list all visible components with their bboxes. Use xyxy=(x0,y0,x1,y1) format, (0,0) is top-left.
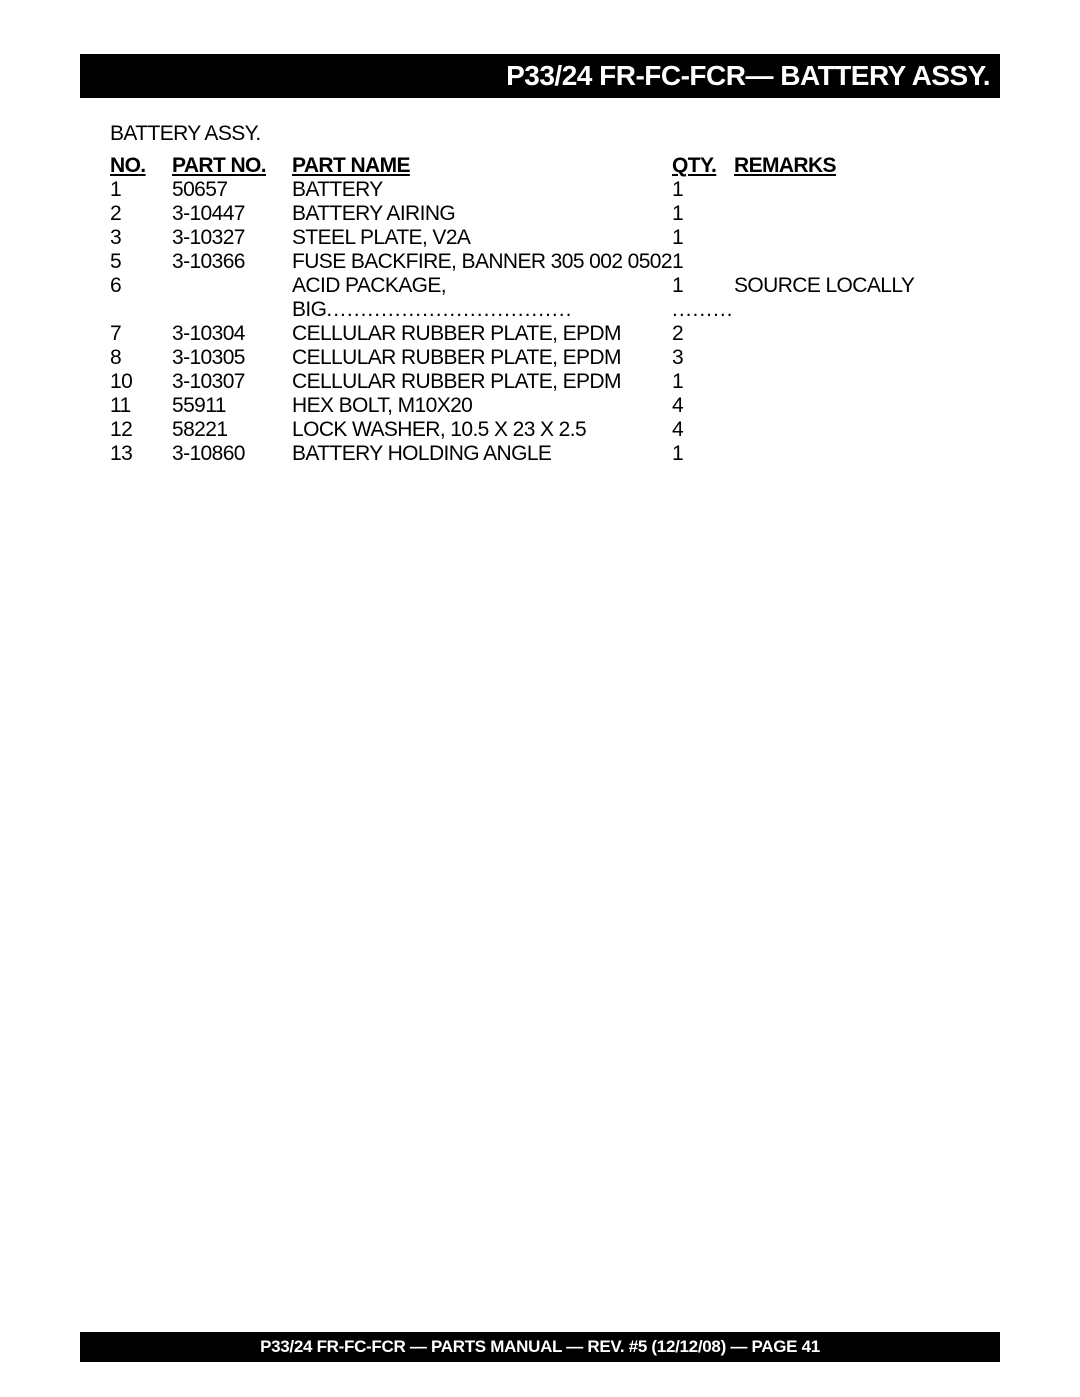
cell-remarks xyxy=(734,442,970,466)
table-row: 1155911HEX BOLT, M10X204 xyxy=(110,394,970,418)
cell-partname: CELLULAR RUBBER PLATE, EPDM xyxy=(292,346,672,370)
col-header-remarks: REMARKS xyxy=(734,154,970,178)
cell-remarks xyxy=(734,322,970,346)
parts-table-wrap: NO. PART NO. PART NAME QTY. REMARKS 1506… xyxy=(110,154,970,466)
cell-partno xyxy=(172,274,292,322)
cell-qty: 1 xyxy=(672,226,734,250)
cell-no: 7 xyxy=(110,322,172,346)
cell-no: 11 xyxy=(110,394,172,418)
cell-no: 13 xyxy=(110,442,172,466)
header-title: P33/24 FR-FC-FCR— BATTERY ASSY. xyxy=(506,60,990,92)
cell-partno: 3-10327 xyxy=(172,226,292,250)
col-header-no: NO. xyxy=(110,154,172,178)
cell-partno: 3-10366 xyxy=(172,250,292,274)
cell-partname: CELLULAR RUBBER PLATE, EPDM xyxy=(292,370,672,394)
cell-partno: 3-10304 xyxy=(172,322,292,346)
table-row: 73-10304CELLULAR RUBBER PLATE, EPDM2 xyxy=(110,322,970,346)
cell-partno: 55911 xyxy=(172,394,292,418)
cell-no: 1 xyxy=(110,178,172,202)
table-row: 150657BATTERY1 xyxy=(110,178,970,202)
cell-qty: 1 xyxy=(672,202,734,226)
cell-no: 12 xyxy=(110,418,172,442)
cell-partname: CELLULAR RUBBER PLATE, EPDM xyxy=(292,322,672,346)
col-header-partname: PART NAME xyxy=(292,154,672,178)
cell-partno: 3-10447 xyxy=(172,202,292,226)
cell-partno: 3-10305 xyxy=(172,346,292,370)
cell-no: 6 xyxy=(110,274,172,322)
table-row: 23-10447BATTERY AIRING1 xyxy=(110,202,970,226)
cell-remarks xyxy=(734,418,970,442)
cell-partno: 3-10860 xyxy=(172,442,292,466)
table-row: 103-10307CELLULAR RUBBER PLATE, EPDM1 xyxy=(110,370,970,394)
cell-qty: 1 xyxy=(672,178,734,202)
cell-qty: 1 xyxy=(672,442,734,466)
col-header-partno: PART NO. xyxy=(172,154,292,178)
cell-remarks xyxy=(734,346,970,370)
cell-no: 2 xyxy=(110,202,172,226)
cell-remarks xyxy=(734,394,970,418)
cell-remarks xyxy=(734,226,970,250)
cell-partname: BATTERY HOLDING ANGLE xyxy=(292,442,672,466)
cell-remarks xyxy=(734,202,970,226)
cell-partno: 50657 xyxy=(172,178,292,202)
cell-qty: 1 xyxy=(672,250,734,274)
cell-no: 5 xyxy=(110,250,172,274)
table-row: 53-10366FUSE BACKFIRE, BANNER 305 002 05… xyxy=(110,250,970,274)
cell-no: 10 xyxy=(110,370,172,394)
cell-partname: HEX BOLT, M10X20 xyxy=(292,394,672,418)
footer-bar: P33/24 FR-FC-FCR — PARTS MANUAL — REV. #… xyxy=(80,1332,1000,1362)
cell-remarks xyxy=(734,250,970,274)
cell-qty: 3 xyxy=(672,346,734,370)
cell-qty: 1 xyxy=(672,370,734,394)
header-bar: P33/24 FR-FC-FCR— BATTERY ASSY. xyxy=(80,54,1000,98)
cell-partname: ACID PACKAGE, BIG xyxy=(292,274,672,322)
cell-remarks: SOURCE LOCALLY xyxy=(734,274,970,322)
cell-qty: 4 xyxy=(672,418,734,442)
cell-remarks xyxy=(734,178,970,202)
section-label: BATTERY ASSY. xyxy=(110,122,261,146)
table-row: 6 ACID PACKAGE, BIG1SOURCE LOCALLY xyxy=(110,274,970,322)
footer-text: P33/24 FR-FC-FCR — PARTS MANUAL — REV. #… xyxy=(260,1337,820,1357)
cell-partname: BATTERY AIRING xyxy=(292,202,672,226)
cell-remarks xyxy=(734,370,970,394)
table-row: 83-10305CELLULAR RUBBER PLATE, EPDM3 xyxy=(110,346,970,370)
cell-partname: LOCK WASHER, 10.5 X 23 X 2.5 xyxy=(292,418,672,442)
table-header-row: NO. PART NO. PART NAME QTY. REMARKS xyxy=(110,154,970,178)
cell-partno: 58221 xyxy=(172,418,292,442)
parts-table: NO. PART NO. PART NAME QTY. REMARKS 1506… xyxy=(110,154,970,466)
table-row: 1258221LOCK WASHER, 10.5 X 23 X 2.54 xyxy=(110,418,970,442)
table-row: 133-10860BATTERY HOLDING ANGLE1 xyxy=(110,442,970,466)
table-row: 33-10327STEEL PLATE, V2A1 xyxy=(110,226,970,250)
cell-no: 3 xyxy=(110,226,172,250)
col-header-qty: QTY. xyxy=(672,154,734,178)
cell-qty: 1 xyxy=(672,274,734,322)
cell-qty: 4 xyxy=(672,394,734,418)
cell-partname: BATTERY xyxy=(292,178,672,202)
cell-no: 8 xyxy=(110,346,172,370)
cell-partno: 3-10307 xyxy=(172,370,292,394)
cell-qty: 2 xyxy=(672,322,734,346)
cell-partname: STEEL PLATE, V2A xyxy=(292,226,672,250)
cell-partname: FUSE BACKFIRE, BANNER 305 002 0502 xyxy=(292,250,672,274)
